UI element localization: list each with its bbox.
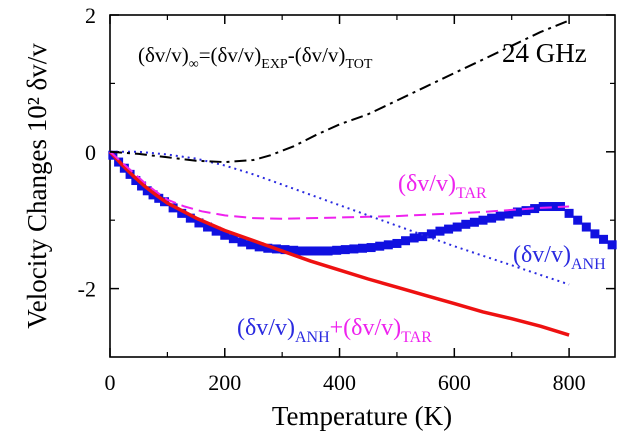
exp-point xyxy=(383,240,393,250)
formula-sub-a: ∞ xyxy=(189,57,199,72)
exp-point xyxy=(435,226,445,236)
exp-point xyxy=(185,213,195,223)
sum-part-b: +(δv/v) xyxy=(330,315,402,341)
exp-point xyxy=(366,243,376,253)
x-tick-label-0: 0 xyxy=(105,370,116,395)
x-tick-label-1: 200 xyxy=(208,370,241,395)
exp-point xyxy=(323,246,333,256)
exp-point xyxy=(340,245,350,255)
exp-point xyxy=(254,242,264,252)
exp-point xyxy=(530,204,540,214)
exp-point xyxy=(297,246,307,256)
exp-point xyxy=(478,215,488,225)
exp-point xyxy=(538,202,548,212)
exp-point xyxy=(211,226,221,236)
formula-sub-b: EXP xyxy=(261,57,288,72)
sum-sub-a: ANH xyxy=(295,329,330,346)
exp-point xyxy=(564,208,574,218)
exp-point xyxy=(280,245,290,255)
exp-point xyxy=(599,234,609,244)
formula-part-b: =(δv/v) xyxy=(199,43,262,67)
exp-point xyxy=(142,186,152,196)
exp-point xyxy=(392,238,402,248)
exp-point xyxy=(573,215,583,225)
exp-point xyxy=(358,243,367,253)
exp-point xyxy=(220,230,230,240)
exp-point xyxy=(237,237,247,247)
series-line-solid xyxy=(108,150,570,337)
exp-point xyxy=(418,232,428,242)
exp-point xyxy=(461,219,471,229)
exp-point xyxy=(547,202,557,212)
exp-point xyxy=(263,243,273,253)
formula-sub-c: TOT xyxy=(345,57,372,72)
exp-point xyxy=(504,209,514,219)
exp-point xyxy=(426,229,436,239)
exp-point xyxy=(452,222,462,232)
exp-point xyxy=(375,241,385,251)
exp-point xyxy=(246,240,256,250)
anh-main: (δv/v) xyxy=(513,242,571,268)
exp-point xyxy=(289,245,299,255)
exp-point xyxy=(495,211,505,221)
tick-labels: 0 200 400 600 800 2 0 -2 xyxy=(78,3,586,395)
exp-point xyxy=(203,222,213,232)
x-tick-label-3: 600 xyxy=(438,370,471,395)
tar-sub: TAR xyxy=(456,185,487,202)
exp-point xyxy=(581,222,591,232)
exp-point xyxy=(469,217,479,227)
exp-point xyxy=(177,208,187,218)
formula-part-a: (δv/v) xyxy=(138,43,189,67)
exp-point xyxy=(444,224,454,234)
series-layer xyxy=(108,19,617,337)
exp-point xyxy=(194,218,204,228)
exp-point xyxy=(401,236,411,246)
sum-label: (δv/v)ANH+(δv/v)TAR xyxy=(237,315,432,346)
exp-point xyxy=(228,234,238,244)
exp-point xyxy=(349,244,359,254)
exp-point xyxy=(306,246,316,256)
tar-main: (δv/v) xyxy=(398,171,456,197)
exp-point xyxy=(607,240,617,250)
sum-sub-b: TAR xyxy=(401,329,432,346)
plot-frame xyxy=(109,14,616,358)
exp-point xyxy=(521,206,531,216)
x-tick-label-4: 800 xyxy=(553,370,586,395)
tar-label: (δv/v)TAR xyxy=(398,171,487,202)
formula-annotation: (δv/v)∞=(δv/v)EXP-(δv/v)TOT xyxy=(138,43,373,72)
anh-label: (δv/v)ANH xyxy=(513,242,606,273)
exp-point xyxy=(314,246,324,256)
exp-point xyxy=(137,181,147,191)
anh-sub: ANH xyxy=(571,256,606,273)
x-axis-label: Temperature (K) xyxy=(272,401,452,431)
y-tick-label-2: -2 xyxy=(78,277,96,302)
y-tick-label-1: 0 xyxy=(85,140,96,165)
series-line-dashed xyxy=(109,151,570,220)
exp-point xyxy=(332,245,342,255)
exp-point xyxy=(487,213,497,223)
frequency-label: 24 GHz xyxy=(502,38,587,68)
y-tick-label-0: 2 xyxy=(85,3,96,28)
exp-point xyxy=(409,233,419,243)
exp-point xyxy=(590,229,600,239)
series-line-dashdot xyxy=(109,19,570,164)
y-axis-label: Velocity Changes 10² δv/v xyxy=(22,43,52,329)
x-tick-label-2: 400 xyxy=(323,370,356,395)
formula-part-c: -(δv/v) xyxy=(288,43,346,67)
exp-point xyxy=(512,207,522,217)
sum-part-a: (δv/v) xyxy=(237,315,295,341)
